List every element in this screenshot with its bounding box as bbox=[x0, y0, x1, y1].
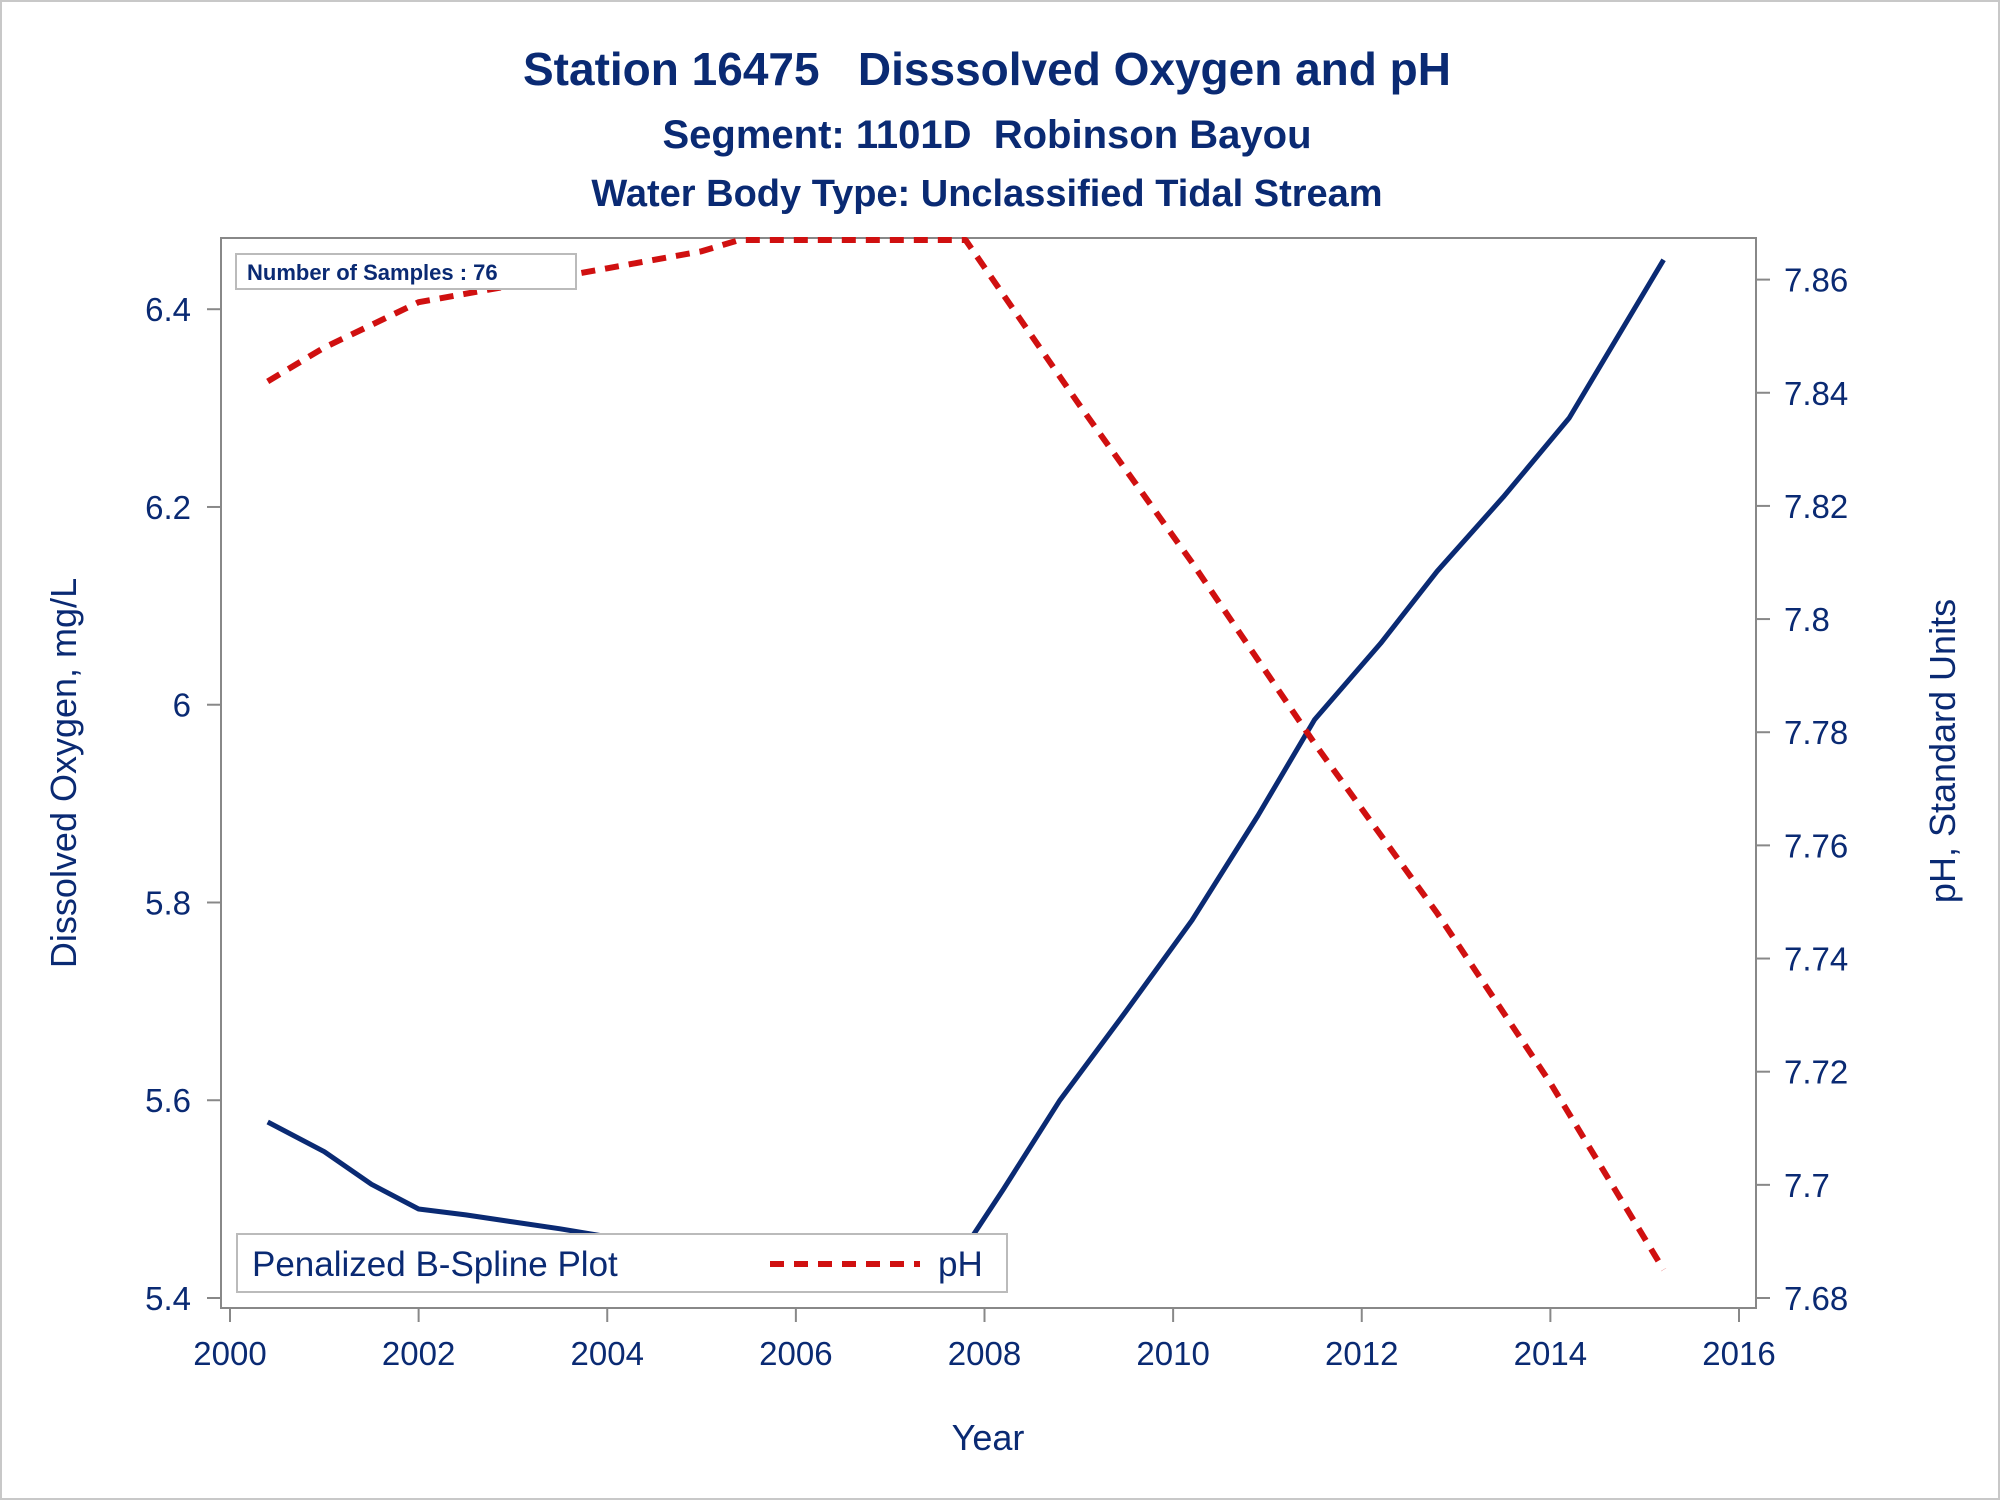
y2-tick-label: 7.68 bbox=[1784, 1280, 1848, 1317]
x-axis-label: Year bbox=[952, 1417, 1025, 1458]
y-tick-label: 5.8 bbox=[145, 884, 191, 921]
y2-tick-label: 7.76 bbox=[1784, 827, 1848, 864]
y2-tick-label: 7.84 bbox=[1784, 375, 1848, 412]
chart-title: Station 16475 Disssolved Oxygen and pH bbox=[523, 43, 1451, 95]
y-axis-right: 7.68 7.7 7.72 7.74 7.76 7.78 7.8 7.82 7.84 7.86 bbox=[1756, 262, 1848, 1317]
y2-tick-label: 7.78 bbox=[1784, 714, 1848, 751]
legend-title: Penalized B-Spline Plot bbox=[252, 1245, 618, 1284]
x-tick-label: 2014 bbox=[1514, 1335, 1587, 1372]
x-axis: 2000 2002 2004 2006 2008 2010 2012 2014 2016 bbox=[193, 1308, 1776, 1372]
x-tick-label: 2000 bbox=[193, 1335, 266, 1372]
y2-tick-label: 7.7 bbox=[1784, 1167, 1830, 1204]
sample-count-inset: Number of Samples : 76 bbox=[235, 253, 577, 290]
x-tick-label: 2002 bbox=[382, 1335, 455, 1372]
y2-tick-label: 7.72 bbox=[1784, 1054, 1848, 1091]
y-tick-label: 5.4 bbox=[145, 1280, 191, 1317]
x-tick-label: 2006 bbox=[759, 1335, 832, 1372]
sample-count-text: Number of Samples : 76 bbox=[247, 260, 498, 285]
chart-subtitle-water-body: Water Body Type: Unclassified Tidal Stre… bbox=[591, 173, 1382, 215]
y-tick-label: 6 bbox=[173, 687, 191, 724]
y-axis-label: Dissolved Oxygen, mg/L bbox=[43, 578, 84, 968]
ph-series-line bbox=[266, 237, 1667, 1272]
x-tick-label: 2004 bbox=[571, 1335, 644, 1372]
y2-tick-label: 7.82 bbox=[1784, 488, 1848, 525]
chart-subtitle-segment: Segment: 1101D Robinson Bayou bbox=[662, 113, 1311, 157]
y-axis-left: 5.4 5.6 5.8 6 6.2 6.4 bbox=[145, 291, 221, 1317]
x-tick-label: 2010 bbox=[1136, 1335, 1209, 1372]
x-tick-label: 2016 bbox=[1702, 1335, 1775, 1372]
y2-tick-label: 7.86 bbox=[1784, 262, 1848, 299]
y2-axis-label: pH, Standard Units bbox=[1922, 599, 1963, 903]
y-tick-label: 5.6 bbox=[145, 1082, 191, 1119]
legend: Penalized B-Spline Plot pH bbox=[236, 1233, 1008, 1293]
legend-ph-label: pH bbox=[938, 1245, 983, 1284]
y2-tick-label: 7.74 bbox=[1784, 941, 1848, 978]
plot-area-frame bbox=[220, 237, 1757, 1309]
sample-count-box bbox=[235, 253, 577, 290]
x-tick-label: 2012 bbox=[1325, 1335, 1398, 1372]
y2-tick-label: 7.8 bbox=[1784, 601, 1830, 638]
y-tick-label: 6.2 bbox=[145, 489, 191, 526]
y-tick-label: 6.4 bbox=[145, 291, 191, 328]
x-tick-label: 2008 bbox=[948, 1335, 1021, 1372]
